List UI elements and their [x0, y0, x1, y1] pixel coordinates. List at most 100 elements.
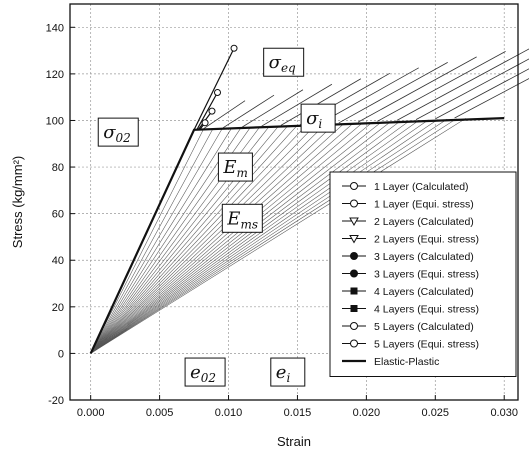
annotation-label: σi [306, 108, 322, 131]
fan-line [90, 125, 289, 354]
y-tick-label: 120 [46, 69, 64, 81]
legend-label: 2 Layers (Equi. stress) [374, 234, 479, 246]
annotation-label: σeq [269, 52, 296, 75]
legend-marker [350, 305, 358, 312]
fan-line [90, 124, 307, 354]
x-tick-label: 0.025 [422, 407, 450, 419]
fan-line [90, 124, 326, 354]
legend-label: 3 Layers (Calculated) [374, 251, 474, 263]
series-marker [213, 89, 221, 97]
legend: 1 Layer (Calculated) 1 Layer (Equi. stres… [329, 171, 517, 377]
annotation-box: ei [270, 357, 306, 387]
y-axis-title: Stress (kg/mm²) [10, 156, 25, 248]
annotation-label: ei [276, 362, 291, 385]
x-tick-label: 0.010 [215, 407, 243, 419]
legend-label: 5 Layers (Equi. stress) [374, 339, 479, 351]
annotation-label: e02 [190, 362, 216, 385]
fan-line [90, 125, 298, 354]
layer-branch-line [338, 62, 448, 124]
y-tick-label: 40 [52, 255, 64, 267]
x-tick-label: 0.005 [146, 407, 174, 419]
annotation-box: σi [300, 103, 336, 133]
series-line [196, 92, 219, 131]
fan-line [90, 123, 345, 354]
y-tick-label: 80 [52, 162, 64, 174]
fan-line [90, 128, 223, 354]
legend-label: 2 Layers (Calculated) [374, 216, 474, 228]
fan-line [90, 119, 429, 354]
legend-box [329, 171, 517, 377]
fan-line [90, 122, 363, 354]
legend-marker [350, 287, 358, 295]
layer-branch-line [319, 67, 419, 125]
legend-marker [350, 182, 358, 190]
annotation-box: Em [217, 152, 253, 182]
y-tick-label: 0 [58, 348, 64, 360]
fan-line [90, 128, 214, 354]
layer-branch-line [242, 89, 304, 128]
series-lines [89, 44, 505, 354]
x-tick-label: 0.000 [77, 407, 105, 419]
y-tick-label: 20 [52, 302, 64, 314]
fan-line [90, 118, 467, 354]
annotation-box: e02 [184, 357, 226, 387]
legend-label: 3 Layers (Equi. stress) [374, 269, 479, 281]
x-tick-label: 0.015 [284, 407, 312, 419]
x-tick-label: 0.030 [490, 407, 518, 419]
fan-line [90, 124, 317, 354]
legend-marker [350, 199, 358, 208]
legend-marker [349, 235, 359, 244]
fan-line [90, 123, 335, 354]
fan-line [90, 127, 242, 354]
ticks: 0.000 0.005 0.010 0.015 0.020 0.025 0.030 -20 0 2… [46, 22, 518, 419]
fan-line [90, 129, 204, 354]
series-marker [230, 44, 238, 52]
layer-branch-line [377, 51, 506, 122]
layer-branch-line [415, 58, 529, 121]
legend-marker [350, 322, 358, 330]
fan-line [90, 121, 392, 354]
y-tick-label: 60 [52, 209, 64, 221]
plot-frame [69, 3, 519, 401]
fan-line [90, 121, 382, 354]
annotation-box: σeq [263, 47, 305, 77]
legend-marker [350, 252, 358, 260]
fan-line [90, 120, 410, 354]
layer-branch-line [454, 78, 529, 119]
y-tick-label: -20 [48, 395, 64, 407]
fan-line [90, 118, 457, 354]
fan-line [90, 119, 438, 354]
layer-branch-line [396, 48, 529, 121]
layer-branch-line [203, 100, 246, 129]
fan-line [90, 120, 401, 354]
legend-label: Elastic-Plastic [374, 356, 439, 368]
annotations: σeq σi σ02 Em Ems e02 ei [97, 47, 336, 387]
y-tick-label: 140 [46, 22, 64, 34]
layer-branch-line [357, 56, 477, 123]
fan-line [90, 122, 373, 354]
annotation-label: σ02 [103, 122, 131, 145]
fan-line [90, 120, 420, 354]
layer-branch-line [222, 94, 275, 129]
legend-label: 4 Layers (Equi. stress) [374, 304, 479, 316]
series-marker [201, 119, 209, 127]
x-axis-title: Strain [277, 434, 311, 449]
legend-label: 1 Layer (Calculated) [374, 181, 469, 193]
fan-line [90, 128, 232, 354]
annotation-label: Ems [226, 208, 258, 231]
x-tick-label: 0.020 [353, 407, 381, 419]
legend-label: 5 Layers (Calculated) [374, 321, 474, 333]
series-marker [208, 107, 216, 115]
annotation-box: Ems [221, 203, 263, 233]
series-line [193, 47, 235, 131]
legend-label: 1 Layer (Equi. stress) [374, 199, 474, 211]
legend-marker [350, 269, 358, 278]
annotation-box: σ02 [97, 117, 139, 147]
y-tick-label: 100 [46, 115, 64, 127]
annotation-label: Em [222, 157, 248, 180]
legend-marker [350, 339, 358, 348]
layer-branch-line [261, 83, 333, 127]
fan-line [90, 118, 448, 354]
legend-label: 4 Layers (Calculated) [374, 286, 474, 298]
